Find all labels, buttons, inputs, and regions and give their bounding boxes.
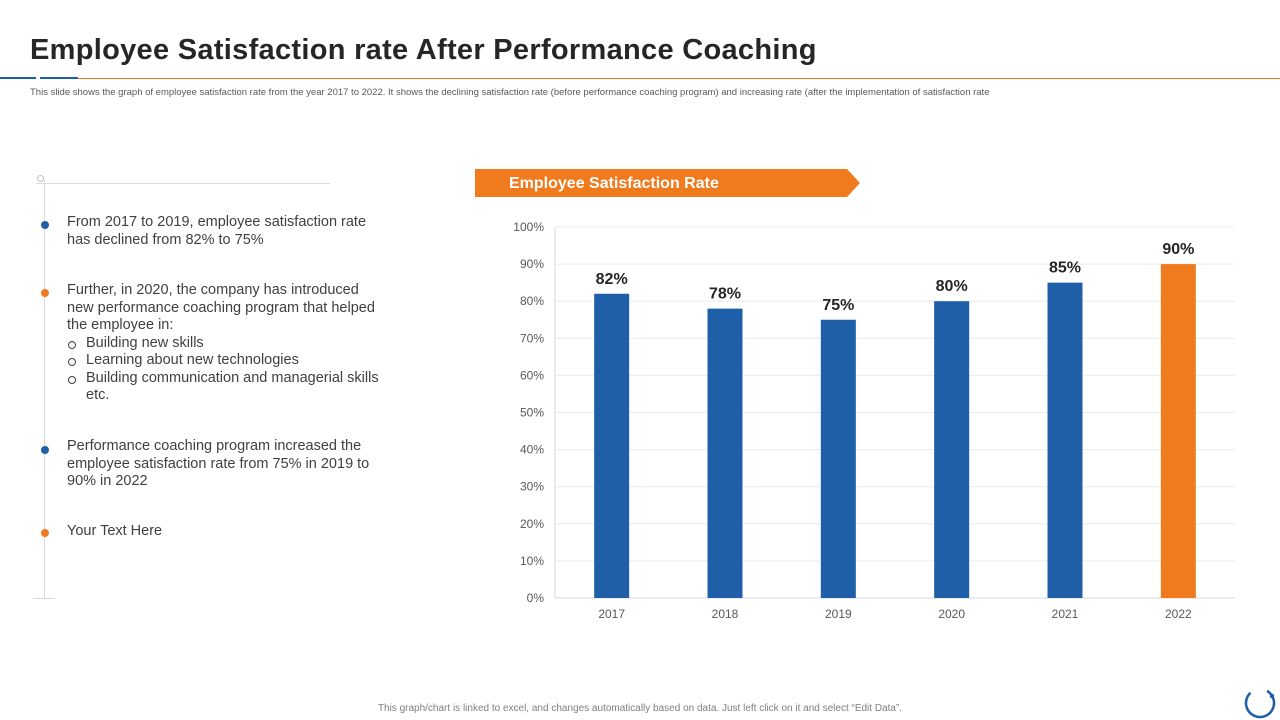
bar — [1047, 282, 1083, 598]
sub-item: Learning about new technologies — [67, 352, 387, 370]
data-label: 80% — [936, 278, 968, 295]
bar — [594, 293, 630, 598]
x-tick-label: 2020 — [938, 607, 965, 621]
bullet-dot-3 — [41, 446, 49, 454]
data-label: 82% — [596, 271, 628, 288]
footer-note: This graph/chart is linked to excel, and… — [377, 703, 903, 714]
timeline-line — [44, 180, 45, 598]
y-tick-label: 60% — [520, 368, 544, 382]
data-label: 78% — [709, 286, 741, 303]
title-underline-gap — [36, 76, 40, 80]
y-tick-label: 50% — [520, 406, 544, 420]
bullet-block-2: Further, in 2020, the company has introd… — [67, 282, 387, 405]
sub-item: Building new skills — [67, 335, 387, 353]
bar — [820, 319, 856, 598]
timeline-bottom-rule — [33, 598, 55, 599]
bullet-text-1: From 2017 to 2019, employee satisfaction… — [67, 214, 367, 248]
bullet-dot-2 — [41, 289, 49, 297]
page-title: Employee Satisfaction rate After Perform… — [30, 34, 817, 66]
data-label: 85% — [1049, 260, 1081, 277]
x-tick-label: 2019 — [825, 607, 852, 621]
x-tick-label: 2022 — [1165, 607, 1192, 621]
y-tick-label: 40% — [520, 443, 544, 457]
bullet-dot-1 — [41, 221, 49, 229]
timeline-top-rule — [36, 183, 330, 184]
title-underline — [0, 78, 1280, 79]
sub-item: Building communication and managerial sk… — [67, 370, 387, 405]
slide-description: This slide shows the graph of employee s… — [30, 87, 990, 98]
bullet-text-3: Performance coaching program increased t… — [67, 438, 370, 489]
x-tick-label: 2021 — [1052, 607, 1079, 621]
y-tick-label: 30% — [520, 480, 544, 494]
y-tick-label: 20% — [520, 517, 544, 531]
bullet-text-2: Further, in 2020, the company has introd… — [67, 282, 375, 333]
data-label: 90% — [1162, 241, 1194, 258]
bar — [1160, 264, 1196, 598]
y-tick-label: 100% — [513, 220, 544, 234]
bullet-dot-4 — [41, 529, 49, 537]
sub-list: Building new skills Learning about new t… — [67, 335, 387, 405]
data-label: 75% — [822, 297, 854, 314]
y-tick-label: 90% — [520, 257, 544, 271]
loader-ring-icon — [1244, 687, 1276, 719]
x-tick-label: 2018 — [712, 607, 739, 621]
y-tick-label: 70% — [520, 331, 544, 345]
y-tick-label: 0% — [527, 591, 545, 605]
chart-title-banner — [475, 169, 860, 197]
bar — [934, 301, 970, 598]
timeline-start-ring-icon — [37, 175, 44, 182]
bar — [707, 308, 743, 598]
x-tick-label: 2017 — [598, 607, 625, 621]
chart-title: Employee Satisfaction Rate — [509, 175, 719, 192]
y-tick-label: 80% — [520, 294, 544, 308]
y-tick-label: 10% — [520, 554, 544, 568]
bullet-text-4: Your Text Here — [67, 523, 163, 539]
